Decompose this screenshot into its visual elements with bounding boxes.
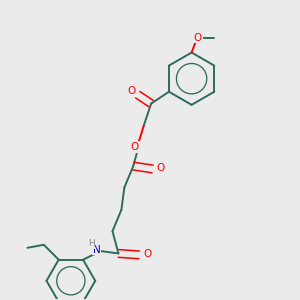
Text: O: O [194,33,202,43]
Text: H: H [88,239,94,248]
Text: O: O [143,249,152,259]
Text: O: O [127,86,135,96]
Text: O: O [157,164,165,173]
Text: N: N [93,244,100,255]
Text: O: O [131,142,139,152]
